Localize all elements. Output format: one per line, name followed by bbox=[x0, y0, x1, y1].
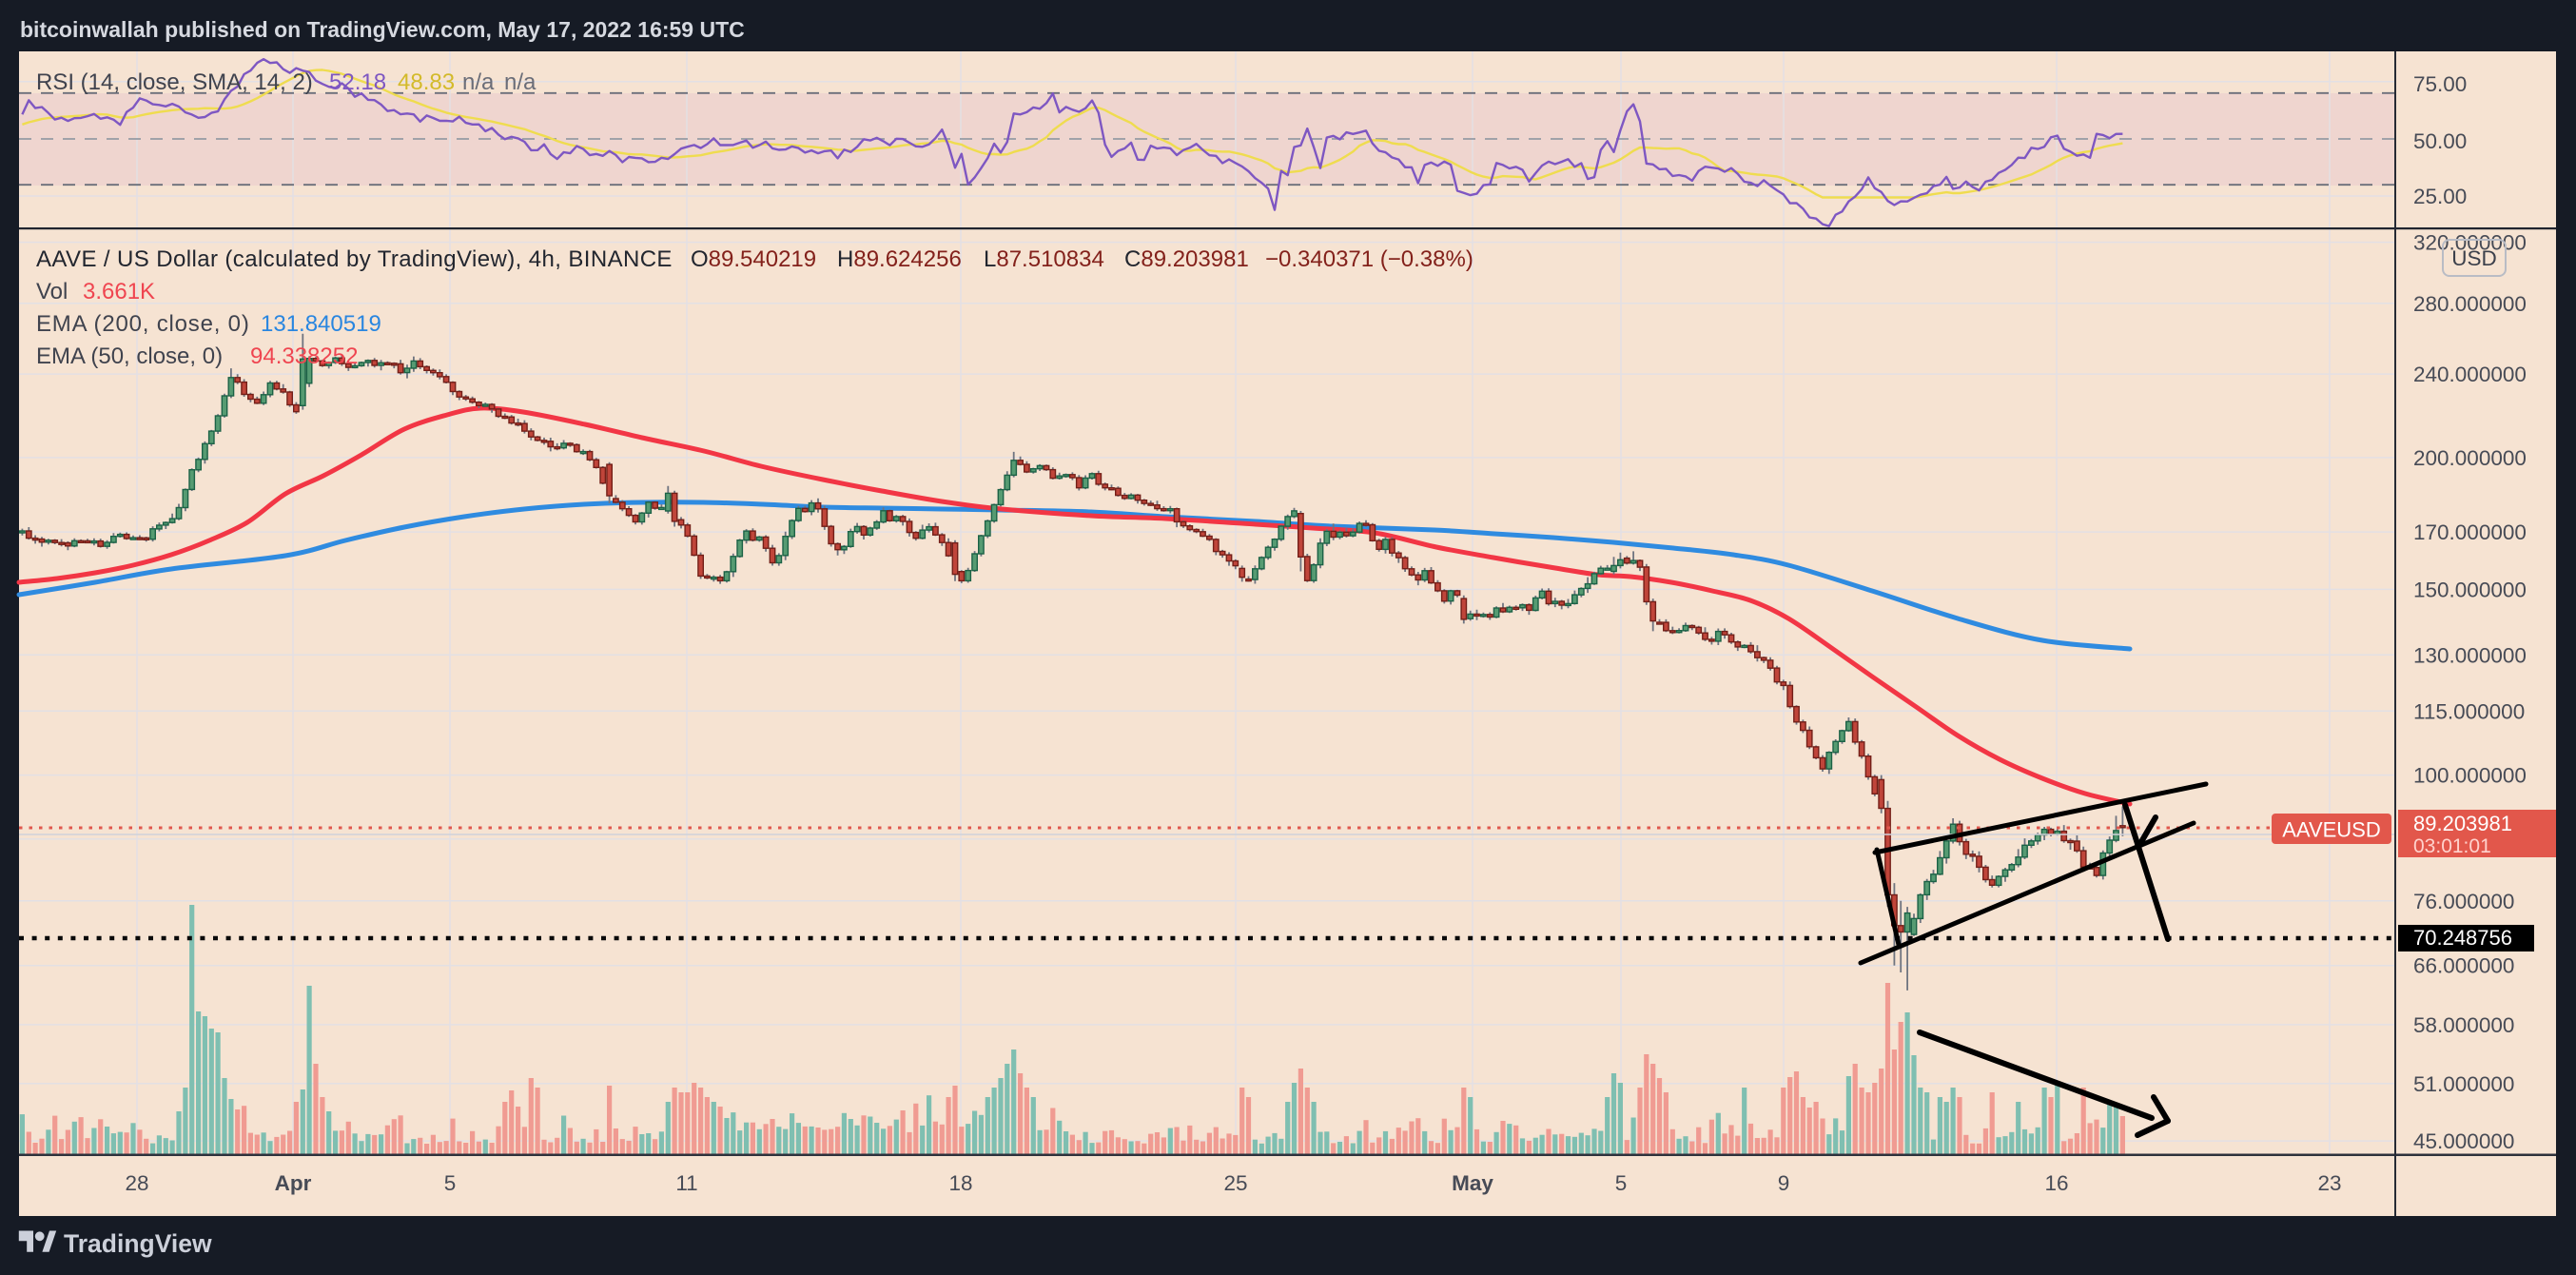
svg-text:200.000000: 200.000000 bbox=[2413, 446, 2527, 470]
svg-text:100.000000: 100.000000 bbox=[2413, 764, 2527, 788]
svg-text:3.661K: 3.661K bbox=[83, 279, 155, 304]
svg-text:L87.510834: L87.510834 bbox=[984, 246, 1104, 272]
svg-text:150.000000: 150.000000 bbox=[2413, 578, 2527, 601]
svg-text:170.000000: 170.000000 bbox=[2413, 520, 2527, 544]
svg-text:23: 23 bbox=[2317, 1171, 2341, 1195]
svg-text:n/a: n/a bbox=[462, 69, 495, 95]
svg-text:TradingView: TradingView bbox=[64, 1229, 212, 1258]
svg-text:45.000000: 45.000000 bbox=[2413, 1129, 2514, 1153]
svg-text:AAVEUSD: AAVEUSD bbox=[2282, 818, 2381, 842]
svg-text:70.248756: 70.248756 bbox=[2413, 926, 2512, 950]
svg-text:Apr: Apr bbox=[275, 1171, 312, 1195]
svg-text:130.000000: 130.000000 bbox=[2413, 643, 2527, 667]
svg-text:50.00: 50.00 bbox=[2413, 129, 2467, 153]
svg-text:51.000000: 51.000000 bbox=[2413, 1072, 2514, 1096]
svg-text:18: 18 bbox=[948, 1171, 972, 1195]
svg-text:USD: USD bbox=[2451, 246, 2497, 270]
svg-text:n/a: n/a bbox=[504, 69, 537, 95]
svg-text:EMA (50, close, 0): EMA (50, close, 0) bbox=[36, 343, 223, 369]
svg-text:May: May bbox=[1452, 1171, 1493, 1195]
svg-text:66.000000: 66.000000 bbox=[2413, 954, 2514, 978]
svg-text:5: 5 bbox=[1615, 1171, 1628, 1195]
svg-text:5: 5 bbox=[444, 1171, 457, 1195]
svg-text:48.83: 48.83 bbox=[398, 69, 455, 95]
svg-text:EMA (200, close, 0): EMA (200, close, 0) bbox=[36, 311, 250, 337]
svg-text:C89.203981: C89.203981 bbox=[1124, 246, 1249, 272]
svg-text:280.000000: 280.000000 bbox=[2413, 292, 2527, 316]
svg-text:94.338252: 94.338252 bbox=[250, 343, 358, 369]
svg-text:H89.624256: H89.624256 bbox=[837, 246, 962, 272]
svg-text:58.000000: 58.000000 bbox=[2413, 1013, 2514, 1037]
svg-text:AAVE / US Dollar (calculated b: AAVE / US Dollar (calculated by TradingV… bbox=[36, 246, 673, 272]
svg-text:240.000000: 240.000000 bbox=[2413, 363, 2527, 386]
svg-text:28: 28 bbox=[125, 1171, 148, 1195]
svg-text:Vol: Vol bbox=[36, 279, 68, 304]
svg-text:75.00: 75.00 bbox=[2413, 72, 2467, 96]
svg-text:25.00: 25.00 bbox=[2413, 185, 2467, 208]
svg-text:131.840519: 131.840519 bbox=[261, 311, 381, 337]
svg-text:25: 25 bbox=[1223, 1171, 1247, 1195]
svg-text:76.000000: 76.000000 bbox=[2413, 890, 2514, 913]
svg-text:bitcoinwallah published on Tra: bitcoinwallah published on TradingView.c… bbox=[20, 17, 745, 42]
svg-text:11: 11 bbox=[675, 1171, 697, 1195]
svg-text:115.000000: 115.000000 bbox=[2413, 699, 2525, 723]
svg-text:9: 9 bbox=[1778, 1171, 1790, 1195]
svg-text:03:01:01: 03:01:01 bbox=[2413, 835, 2491, 857]
svg-text:O89.540219: O89.540219 bbox=[691, 246, 816, 272]
svg-text:89.203981: 89.203981 bbox=[2413, 812, 2512, 835]
svg-text:320.000000: 320.000000 bbox=[2413, 231, 2527, 255]
svg-text:−0.340371 (−0.38%): −0.340371 (−0.38%) bbox=[1265, 246, 1473, 272]
svg-text:RSI (14, close, SMA, 14, 2): RSI (14, close, SMA, 14, 2) bbox=[36, 69, 313, 95]
svg-text:52.18: 52.18 bbox=[329, 69, 386, 95]
svg-text:16: 16 bbox=[2044, 1171, 2068, 1195]
